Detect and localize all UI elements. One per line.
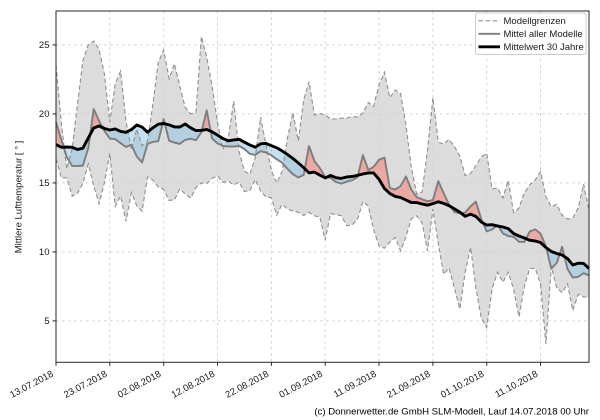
- svg-text:Mittelwert 30 Jahre: Mittelwert 30 Jahre: [504, 42, 584, 53]
- svg-text:5: 5: [44, 316, 49, 327]
- svg-text:(c) Donnerwetter.de GmbH SLM-M: (c) Donnerwetter.de GmbH SLM-Modell, Lau…: [314, 407, 589, 418]
- svg-text:20: 20: [39, 109, 50, 120]
- svg-text:Modellgrenzen: Modellgrenzen: [504, 16, 566, 27]
- svg-text:15: 15: [39, 178, 50, 189]
- svg-text:Mittel aller Modelle: Mittel aller Modelle: [504, 29, 583, 40]
- svg-text:25: 25: [39, 40, 50, 51]
- svg-text:10: 10: [39, 247, 50, 258]
- svg-text:Mittlere Lufttemperatur [ ° ]: Mittlere Lufttemperatur [ ° ]: [14, 141, 25, 254]
